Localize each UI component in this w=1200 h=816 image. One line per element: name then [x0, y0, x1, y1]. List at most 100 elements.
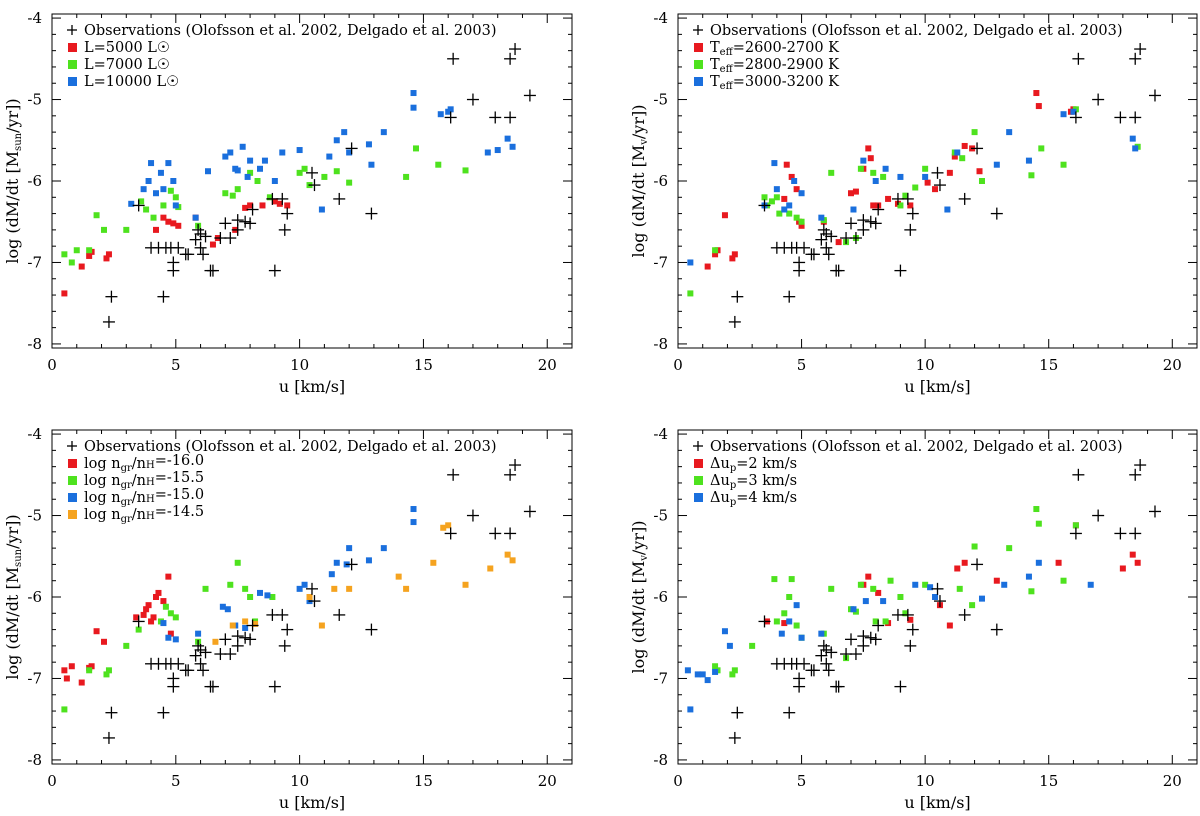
label-text: =3 km/s: [736, 473, 797, 489]
observation-point: [194, 241, 207, 254]
y-axis-label: log (dM/dt [Msun/yr]): [3, 514, 24, 679]
data-point: [140, 186, 147, 193]
label-text: Δu: [710, 490, 730, 506]
observation-point: [815, 649, 828, 662]
observation-point: [906, 207, 919, 220]
data-point: [321, 173, 328, 180]
x-tick-label: 5: [171, 772, 181, 790]
label-text: log n: [84, 490, 121, 506]
data-point: [870, 585, 877, 592]
observation-point: [206, 680, 219, 693]
observation-point: [807, 248, 820, 261]
data-point: [907, 202, 914, 209]
data-point: [729, 671, 736, 678]
observation-point: [933, 179, 946, 192]
data-point: [786, 210, 793, 217]
data-point: [712, 247, 719, 254]
data-point: [793, 602, 800, 609]
series-observations: [102, 459, 536, 744]
data-point: [247, 169, 254, 176]
observation-point: [904, 223, 917, 236]
data-point: [897, 594, 904, 600]
label-text: log n: [84, 473, 121, 489]
label-text: T: [710, 74, 720, 90]
x-tick-label: 20: [538, 772, 557, 790]
y-tick-label: -8: [653, 751, 668, 769]
data-point: [365, 557, 372, 564]
label-subscript: H: [146, 460, 155, 471]
data-point: [153, 226, 159, 233]
chart-panel-1: 0 5 10 15 20 -8 -7 -6 -5 -4 u [km/s] log (dM/dt [Ms…: [3, 9, 573, 396]
observation-point: [268, 680, 281, 693]
data-point: [143, 606, 150, 613]
observation-point: [199, 230, 212, 243]
observation-point: [990, 623, 1003, 636]
observation-point: [906, 623, 919, 636]
observation-point: [958, 608, 971, 621]
data-point: [850, 206, 857, 213]
data-point: [684, 667, 691, 674]
data-point: [219, 603, 226, 610]
data-point: [242, 618, 249, 625]
data-point: [86, 667, 93, 674]
observation-point: [1129, 111, 1142, 124]
observation-point: [523, 505, 536, 518]
observation-point: [239, 215, 252, 228]
data-point: [271, 198, 278, 205]
label-text: =3000-3200 K: [733, 74, 840, 90]
data-point: [954, 565, 961, 572]
observation-point: [105, 290, 118, 303]
legend-marker: [694, 493, 703, 502]
y-tick-label: -4: [27, 425, 42, 443]
data-point: [885, 195, 892, 202]
y-tick-label: -6: [27, 588, 42, 606]
observation-point: [990, 207, 1003, 220]
data-point: [247, 202, 254, 209]
data-point: [504, 135, 511, 142]
observation-point: [758, 199, 771, 212]
chart-panel-2: 0 5 10 15 20 -8 -7 -6 -5 -4 u [km/s] log (dM/dt [Mv…: [629, 9, 1198, 396]
observation-point: [182, 664, 195, 677]
observation-point: [1069, 527, 1082, 540]
data-point: [902, 610, 909, 617]
data-point: [1033, 506, 1040, 513]
observation-point: [872, 203, 885, 216]
observation-point: [206, 264, 219, 277]
label-text: =2600-2700 K: [733, 40, 840, 56]
data-point: [870, 169, 877, 176]
data-point: [296, 585, 303, 592]
data-point: [160, 598, 167, 605]
observation-point: [444, 527, 457, 540]
data-point: [440, 524, 447, 531]
label-text: =2800-2900 K: [733, 57, 840, 73]
data-point: [951, 153, 958, 160]
observation-point: [728, 731, 741, 744]
data-point: [123, 642, 130, 649]
observation-point: [793, 680, 806, 693]
data-point: [1087, 581, 1094, 588]
x-tick-label: 0: [47, 356, 57, 374]
series-3: [684, 559, 1094, 713]
legend-entry-label: Teff=2800-2900 K: [710, 57, 840, 75]
data-point: [259, 202, 266, 209]
observation-point: [197, 664, 210, 677]
data-point: [922, 173, 929, 180]
data-point: [202, 585, 209, 592]
observation-point: [345, 142, 358, 155]
x-tick-label: 5: [797, 356, 807, 374]
observation-point: [246, 619, 259, 632]
observation-point: [102, 315, 115, 328]
data-point: [1033, 90, 1040, 97]
data-point: [296, 169, 303, 176]
data-point: [828, 169, 835, 176]
observation-point: [306, 582, 318, 595]
data-point: [771, 160, 778, 167]
label-text: log (dM/dt [M: [3, 567, 22, 680]
legend-entry-label: log ngr/nH=-15.0: [84, 487, 204, 508]
data-point: [234, 167, 241, 174]
legend-marker: [694, 77, 703, 86]
data-point: [234, 559, 241, 566]
data-point: [857, 581, 864, 588]
data-point: [318, 622, 325, 629]
observation-point: [308, 595, 321, 608]
